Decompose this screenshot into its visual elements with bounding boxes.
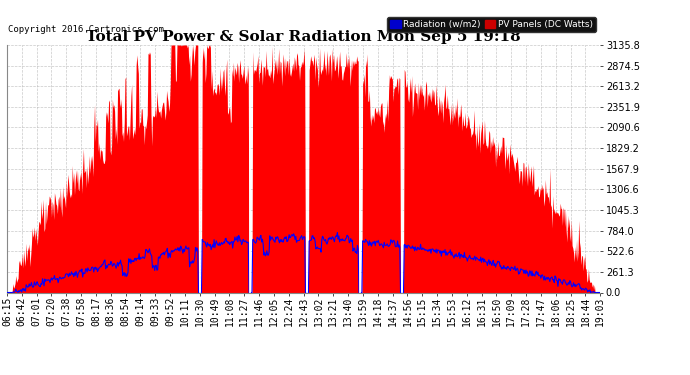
Title: Total PV Power & Solar Radiation Mon Sep 5 19:18: Total PV Power & Solar Radiation Mon Sep… bbox=[86, 30, 521, 44]
Text: Copyright 2016 Cartronics.com: Copyright 2016 Cartronics.com bbox=[8, 25, 164, 34]
Legend: Radiation (w/m2), PV Panels (DC Watts): Radiation (w/m2), PV Panels (DC Watts) bbox=[387, 17, 595, 32]
